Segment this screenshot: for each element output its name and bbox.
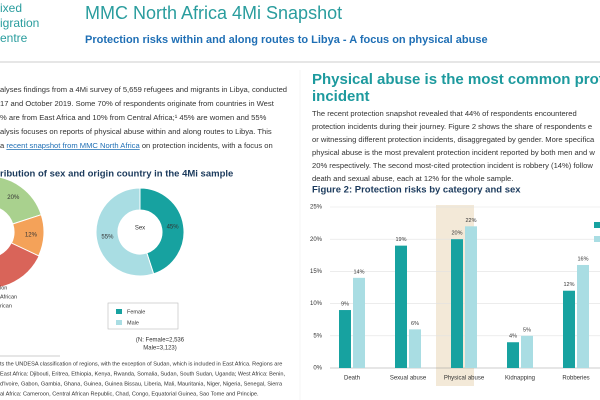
bar: [395, 245, 407, 368]
paragraph-line: 20% respectively. The second most-cited …: [312, 161, 593, 170]
donut-slice: [139, 187, 185, 275]
figure-heading: ribution of sex and origin country in th…: [0, 169, 233, 180]
bar: [577, 264, 589, 368]
paragraph-line: alyses findings from a 4Mi survey of 5,6…: [0, 85, 287, 94]
paragraph-line: physical abuse is the most prevalent pro…: [312, 148, 595, 157]
legend-swatch: [594, 236, 600, 242]
value-label: 19%: [395, 237, 406, 243]
legend-label: Male: [127, 320, 139, 326]
footnote-line: al Africa: Cameroon, Central African Rep…: [0, 391, 259, 397]
section-heading: incident: [312, 88, 370, 105]
logo-line: entre: [0, 31, 28, 45]
donut-slice: [95, 187, 155, 277]
value-label: 12%: [563, 282, 574, 288]
sample-note: (N: Female=2,536: [136, 338, 185, 344]
value-label: 16%: [577, 256, 588, 262]
legend-box: [107, 302, 179, 330]
bar: [507, 342, 519, 368]
left-column: alyses findings from a 4Mi survey of 5,6…: [0, 85, 287, 397]
x-tick-label: Sexual abuse: [390, 376, 427, 382]
paragraph-line: protection incidents during their journe…: [312, 122, 592, 131]
paragraph-line: The recent protection snapshot revealed …: [312, 109, 577, 118]
x-tick-label: Kidnapping: [505, 376, 535, 382]
footnote-line: ts the UNDESA classification of regions,…: [0, 361, 282, 367]
y-tick-label: 5%: [313, 333, 322, 339]
footnote-line: d'Ivoire, Gabon, Gambia, Ghana, Guinea, …: [0, 381, 283, 387]
paragraph-line: % are from East Africa and 10% from Cent…: [0, 113, 267, 122]
figure-title: Figure 2: Protection risks by category a…: [312, 185, 521, 196]
x-tick-label: Death: [344, 376, 360, 382]
value-label: 4%: [509, 334, 517, 340]
logo-line: ixed: [0, 1, 22, 15]
value-label: 20%: [451, 231, 462, 237]
pie-label: 20%: [7, 195, 20, 201]
legend-label: African: [0, 294, 17, 300]
bar: [339, 310, 351, 368]
logo-line: igration: [0, 16, 39, 30]
y-tick-label: 10%: [310, 301, 323, 307]
bar: [353, 277, 365, 368]
value-label: 22%: [465, 218, 476, 224]
x-tick-label: Physical abuse: [444, 376, 485, 382]
link: recent snapshot from MMC North Africa: [6, 141, 140, 150]
value-label: 6%: [411, 321, 419, 327]
value-label: 14%: [353, 269, 364, 275]
paragraph-line: a recent snapshot from MMC North Africa …: [0, 141, 273, 150]
y-tick-label: 0%: [313, 366, 322, 372]
legend-swatch: [116, 309, 122, 314]
y-tick-label: 15%: [310, 269, 323, 275]
donut-label: 55%: [101, 235, 114, 241]
value-label: 9%: [341, 301, 349, 307]
bar: [451, 239, 463, 368]
bar: [465, 226, 477, 368]
subtitle: Protection risks within and along routes…: [85, 34, 488, 46]
bar: [409, 329, 421, 368]
sample-note: Male=3,123): [143, 346, 177, 352]
y-tick-label: 20%: [310, 237, 323, 243]
x-tick-label: Robberies: [562, 376, 589, 382]
donut-label: 45%: [167, 224, 180, 230]
paragraph-line: 17 and October 2019. Some 70% of respond…: [0, 99, 275, 108]
legend-label: Female: [127, 309, 145, 315]
paragraph-line: death and sexual abuse, each at 12% for …: [312, 174, 513, 183]
donut-center-label: Sex: [135, 226, 145, 232]
pie-hole: [0, 208, 14, 256]
paragraph-line: alysis focuses on reports of physical ab…: [0, 127, 272, 136]
paragraph-line: or witnessing different protection incid…: [312, 135, 595, 144]
legend-swatch: [116, 320, 122, 325]
y-tick-label: 25%: [310, 205, 323, 211]
legend-label: rican: [0, 303, 12, 309]
text-run: on protection incidents, with a focus on: [140, 141, 273, 150]
right-column: Physical abuse is the most common protec…: [299, 70, 600, 400]
section-heading: Physical abuse is the most common protec…: [312, 71, 600, 88]
bar: [521, 335, 533, 368]
footnote-line: East Africa: Djibouti, Eritrea, Ethiopia…: [0, 371, 285, 377]
value-label: 5%: [523, 327, 531, 333]
bar: [563, 290, 575, 368]
title: MMC North Africa 4Mi Snapshot: [85, 3, 342, 23]
legend-label: ion: [0, 285, 7, 291]
text-run: a: [0, 141, 6, 150]
pie-label: 12%: [25, 232, 38, 238]
legend-swatch: [594, 222, 600, 228]
